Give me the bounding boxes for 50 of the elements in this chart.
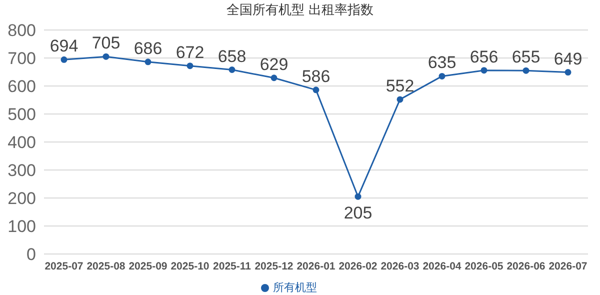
point xyxy=(564,69,572,76)
data-label: 672 xyxy=(176,42,204,62)
data-label: 656 xyxy=(470,47,498,66)
point xyxy=(270,74,278,82)
y-tick-label: 600 xyxy=(8,77,36,96)
point xyxy=(60,56,68,63)
x-tick-label: 2026-04 xyxy=(422,260,462,272)
y-tick-label: 200 xyxy=(8,189,36,208)
point xyxy=(102,53,110,60)
point xyxy=(438,72,446,80)
x-tick-label: 2026-05 xyxy=(464,260,504,272)
data-label: 552 xyxy=(386,76,414,96)
y-tick-label: 300 xyxy=(8,161,36,180)
data-label: 655 xyxy=(512,48,540,67)
point xyxy=(354,193,362,200)
y-tick-label: 400 xyxy=(8,133,36,152)
x-tick-label: 2025-12 xyxy=(254,260,294,272)
x-tick-label: 2026-02 xyxy=(338,260,378,272)
legend-label: 所有机型 xyxy=(273,282,317,294)
point xyxy=(144,58,152,66)
x-tick-label: 2026-03 xyxy=(380,260,420,272)
data-label: 694 xyxy=(50,36,78,56)
data-label: 586 xyxy=(302,66,330,86)
data-label: 649 xyxy=(554,49,582,68)
data-label: 658 xyxy=(218,46,246,66)
point xyxy=(312,86,320,94)
x-tick-label: 2025-07 xyxy=(44,260,84,272)
point xyxy=(228,66,236,74)
data-label: 205 xyxy=(344,204,372,223)
y-tick-label: 800 xyxy=(8,21,36,40)
x-tick-label: 2025-11 xyxy=(213,260,252,272)
x-tick-label: 2026-06 xyxy=(506,260,546,272)
data-label: 629 xyxy=(260,54,288,74)
x-tick-label: 2025-08 xyxy=(86,260,126,272)
x-tick-label: 2026-01 xyxy=(296,260,336,272)
point xyxy=(480,67,488,74)
data-label: 686 xyxy=(134,38,162,58)
data-label: 705 xyxy=(92,34,120,53)
y-tick-label: 700 xyxy=(8,49,36,68)
x-tick-label: 2025-10 xyxy=(170,260,210,272)
x-tick-label: 2025-09 xyxy=(128,260,168,272)
x-tick-label: 2026-07 xyxy=(548,260,588,272)
chart-title: 全国所有机型 出租率指数 xyxy=(226,1,374,19)
y-tick-label: 100 xyxy=(8,217,36,236)
data-label: 635 xyxy=(428,53,456,72)
y-tick-label: 0 xyxy=(26,245,36,264)
point xyxy=(396,96,404,103)
point xyxy=(522,67,530,74)
y-tick-label: 500 xyxy=(8,105,36,124)
point xyxy=(186,62,194,70)
